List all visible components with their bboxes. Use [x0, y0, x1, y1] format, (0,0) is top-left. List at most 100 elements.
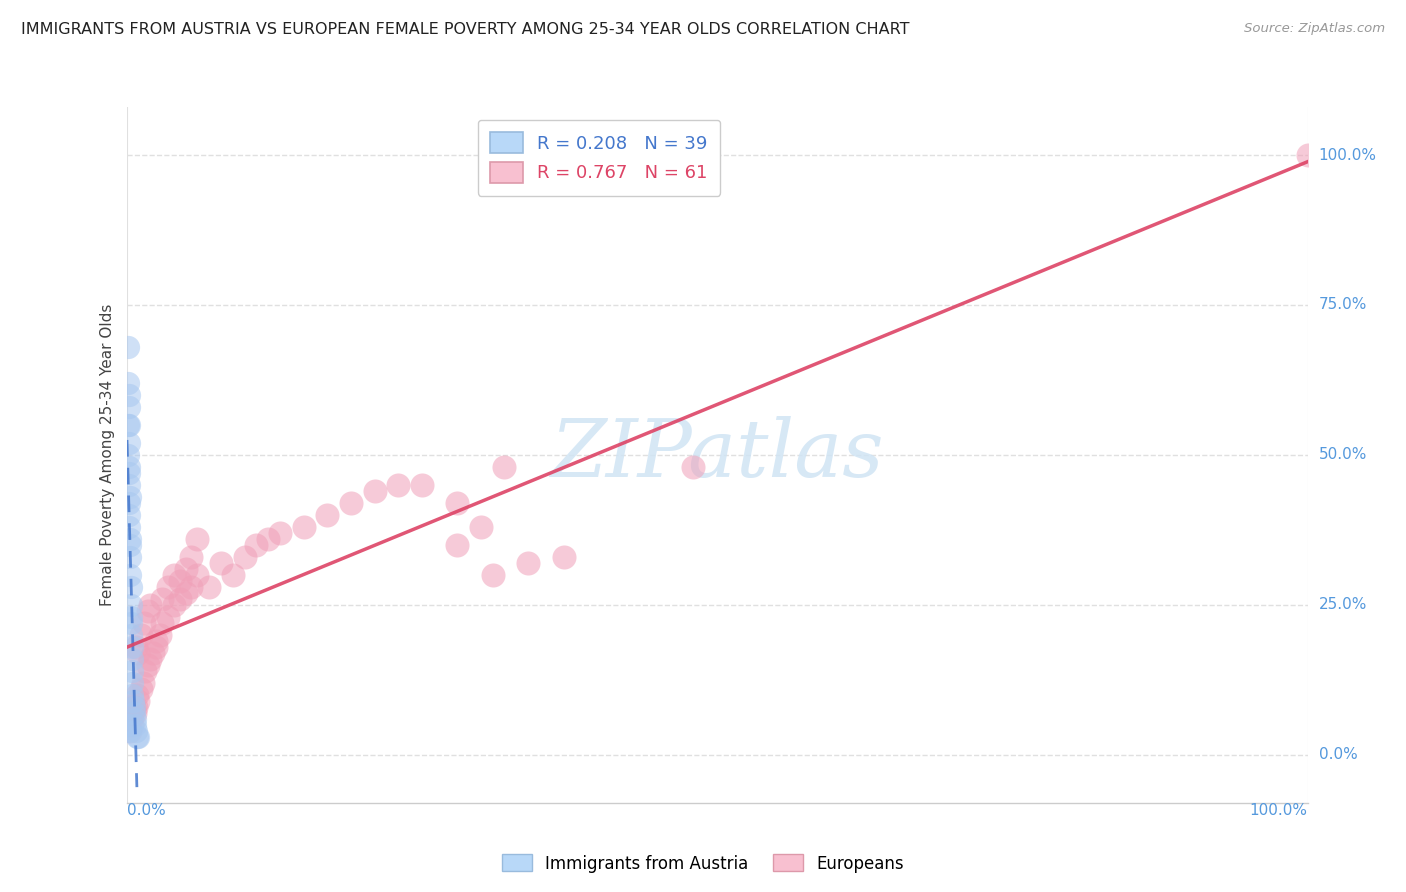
Point [122, 699, 145, 714]
Point [156, 610, 179, 624]
Point [117, 417, 139, 432]
Point [186, 532, 208, 546]
Text: 100.0%: 100.0% [1319, 147, 1376, 162]
Point [120, 580, 142, 594]
Point [174, 586, 197, 600]
Point [118, 496, 141, 510]
Point [139, 598, 162, 612]
Point [121, 676, 143, 690]
Point [198, 580, 221, 594]
Point [122, 694, 145, 708]
Point [257, 532, 280, 546]
Point [340, 496, 363, 510]
Point [180, 580, 202, 594]
Point [446, 538, 468, 552]
Legend: R = 0.208   N = 39, R = 0.767   N = 61: R = 0.208 N = 39, R = 0.767 N = 61 [478, 120, 720, 195]
Point [127, 694, 149, 708]
Point [150, 591, 173, 606]
Point [292, 520, 315, 534]
Point [121, 640, 143, 654]
Point [174, 562, 197, 576]
Point [517, 556, 540, 570]
Point [481, 567, 503, 582]
Point [245, 538, 267, 552]
Point [149, 628, 172, 642]
Point [122, 699, 145, 714]
Point [120, 712, 142, 726]
Point [446, 496, 468, 510]
Point [141, 646, 163, 660]
Point [120, 610, 142, 624]
Point [150, 615, 173, 630]
Point [209, 556, 232, 570]
Text: 50.0%: 50.0% [1319, 448, 1367, 462]
Point [120, 598, 142, 612]
Point [132, 676, 155, 690]
Text: 75.0%: 75.0% [1319, 297, 1367, 312]
Point [117, 448, 139, 462]
Point [122, 706, 145, 720]
Point [387, 478, 409, 492]
Point [124, 712, 146, 726]
Point [120, 549, 142, 564]
Point [139, 652, 162, 666]
Point [129, 628, 152, 642]
Point [134, 664, 156, 678]
Point [156, 580, 179, 594]
Point [121, 718, 143, 732]
Text: ZIPatlas: ZIPatlas [550, 417, 884, 493]
Point [316, 508, 339, 522]
Point [121, 652, 143, 666]
Point [134, 615, 156, 630]
Text: 0.0%: 0.0% [127, 803, 166, 818]
Point [118, 538, 141, 552]
Point [145, 633, 167, 648]
Point [169, 574, 191, 588]
Point [117, 718, 139, 732]
Point [124, 718, 146, 732]
Point [121, 688, 143, 702]
Point [118, 400, 141, 414]
Point [117, 376, 139, 390]
Point [118, 466, 141, 480]
Point [118, 718, 141, 732]
Point [411, 478, 433, 492]
Point [186, 567, 208, 582]
Point [145, 640, 167, 654]
Point [127, 688, 149, 702]
Point [125, 640, 148, 654]
Point [127, 730, 149, 744]
Point [118, 478, 141, 492]
Point [129, 681, 152, 696]
Text: Source: ZipAtlas.com: Source: ZipAtlas.com [1244, 22, 1385, 36]
Text: 100.0%: 100.0% [1250, 803, 1308, 818]
Point [233, 549, 256, 564]
Point [118, 436, 141, 450]
Point [136, 604, 159, 618]
Point [124, 706, 146, 720]
Point [120, 567, 142, 582]
Point [553, 549, 575, 564]
Point [180, 549, 202, 564]
Point [1296, 148, 1319, 162]
Point [125, 699, 148, 714]
Point [269, 525, 291, 540]
Point [136, 657, 159, 672]
Point [120, 628, 142, 642]
Point [222, 567, 245, 582]
Point [118, 459, 141, 474]
Point [125, 723, 148, 738]
Point [127, 646, 149, 660]
Point [120, 532, 142, 546]
Text: IMMIGRANTS FROM AUSTRIA VS EUROPEAN FEMALE POVERTY AMONG 25-34 YEAR OLDS CORRELA: IMMIGRANTS FROM AUSTRIA VS EUROPEAN FEMA… [21, 22, 910, 37]
Point [363, 483, 385, 498]
Point [118, 417, 141, 432]
Point [470, 520, 492, 534]
Point [121, 706, 143, 720]
Point [120, 723, 142, 738]
Y-axis label: Female Poverty Among 25-34 Year Olds: Female Poverty Among 25-34 Year Olds [100, 304, 115, 606]
Point [163, 598, 186, 612]
Point [118, 520, 141, 534]
Point [117, 340, 139, 354]
Point [127, 730, 149, 744]
